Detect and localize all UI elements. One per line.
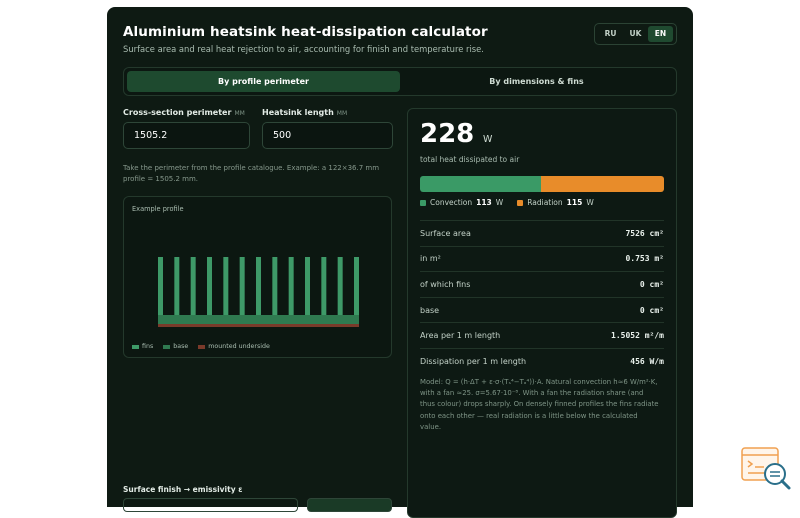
heat-split-bar xyxy=(420,176,664,192)
row-value: 1.5052 m²/m xyxy=(611,331,664,341)
mode-tabs: By profile perimeter By dimensions & fin… xyxy=(123,67,677,96)
convection-legend: Convection 113 W xyxy=(420,198,503,207)
total-heat-value: 228 xyxy=(420,119,475,149)
radiation-legend: Radiation 115 W xyxy=(517,198,594,207)
length-input[interactable]: 500 xyxy=(262,122,393,149)
page-subtitle: Surface area and real heat rejection to … xyxy=(123,44,484,54)
lang-en-button[interactable]: EN xyxy=(648,26,673,42)
row-key: Surface area xyxy=(420,228,471,238)
convection-unit: W xyxy=(495,198,504,207)
perimeter-unit: MM xyxy=(234,110,245,117)
finish-option-button[interactable] xyxy=(307,498,392,512)
row-value: 0 cm² xyxy=(639,279,664,289)
length-label-text: Heatsink length xyxy=(262,108,334,117)
legend-base-label: base xyxy=(173,343,189,350)
row-key: of which fins xyxy=(420,279,471,289)
perimeter-label: Cross-section perimeter MM xyxy=(123,108,245,117)
row-key: base xyxy=(420,305,440,315)
tab-by-dimensions[interactable]: By dimensions & fins xyxy=(489,77,584,86)
row-value: 0.753 m² xyxy=(625,254,664,264)
legend-base: base xyxy=(163,343,188,350)
profile-drawing xyxy=(158,257,359,327)
language-switcher: RU UK EN xyxy=(594,23,677,45)
profile-fin xyxy=(354,257,359,315)
profile-fin xyxy=(256,257,261,315)
profile-preview: Example profile fins base mounted unders… xyxy=(123,196,392,358)
mounted-swatch xyxy=(198,344,206,349)
convection-bar-segment xyxy=(420,176,541,192)
profile-fin xyxy=(158,257,163,315)
profile-fin xyxy=(190,257,196,315)
row-value: 0 cm² xyxy=(639,305,664,315)
radiation-label: Radiation xyxy=(527,198,563,207)
profile-fin xyxy=(321,257,327,315)
result-row-fins: of which fins 0 cm² xyxy=(420,271,664,297)
lang-ru-button[interactable]: RU xyxy=(604,29,617,38)
row-key: Area per 1 m length xyxy=(420,331,501,341)
page-title: Aluminium heatsink heat-dissipation calc… xyxy=(123,24,488,40)
result-row-m2: in m² 0.753 m² xyxy=(420,245,664,272)
perimeter-label-text: Cross-section perimeter xyxy=(123,108,232,117)
profile-title: Example profile xyxy=(132,205,184,213)
legend-fins: fins xyxy=(132,343,153,350)
total-heat-unit: W xyxy=(483,134,493,145)
model-note: Model: Q = (h·ΔT + ε·σ·(Tₛ⁴−Tₐ⁴))·A. Nat… xyxy=(420,378,659,431)
result-row-area-per-m: Area per 1 m length 1.5052 m²/m xyxy=(420,322,664,348)
profile-fin xyxy=(337,257,343,315)
convection-value: 113 xyxy=(476,198,492,207)
profile-fin xyxy=(239,257,245,315)
profile-fin xyxy=(305,257,310,315)
row-key: Dissipation per 1 m length xyxy=(420,356,527,366)
lang-uk-button[interactable]: UK xyxy=(629,29,642,38)
legend-fins-label: fins xyxy=(142,343,154,350)
tab-by-perimeter[interactable]: By profile perimeter xyxy=(127,71,400,92)
results-table: Surface area 7526 cm² in m² 0.753 m² of wh… xyxy=(420,220,664,374)
radiation-unit: W xyxy=(586,198,594,207)
profile-fin xyxy=(207,257,212,315)
legend-mounted: mounted underside xyxy=(198,343,270,350)
row-value: 456 W/m xyxy=(630,356,664,366)
radiation-dot xyxy=(517,199,524,206)
row-value: 7526 cm² xyxy=(625,228,664,238)
help-widget-icon[interactable] xyxy=(740,446,792,492)
legend-mounted-label: mounted underside xyxy=(208,343,270,350)
profile-base xyxy=(158,315,359,324)
length-label: Heatsink length MM xyxy=(262,108,347,117)
result-row-dissipation-per-m: Dissipation per 1 m length 456 W/m xyxy=(420,347,664,374)
profile-fin xyxy=(272,257,278,315)
perimeter-hint: Take the perimeter from the profile cata… xyxy=(123,164,380,183)
radiation-value: 115 xyxy=(566,198,583,207)
profile-mounted-underside xyxy=(158,324,359,327)
result-row-base: base 0 cm² xyxy=(420,296,664,323)
results-card: 228 W total heat dissipated to air Conve… xyxy=(407,108,677,518)
perimeter-input[interactable]: 1505.2 xyxy=(123,122,250,149)
profile-fin xyxy=(223,257,229,315)
calculator-panel: Aluminium heatsink heat-dissipation calc… xyxy=(107,7,693,518)
base-swatch xyxy=(163,344,171,349)
length-unit: MM xyxy=(336,110,348,117)
heat-split-legend: Convection 113 W Radiation 115 W xyxy=(420,198,594,207)
surface-finish-label: Surface finish → emissivity ε xyxy=(123,485,243,494)
finish-select[interactable] xyxy=(123,498,298,512)
profile-fin xyxy=(174,257,180,315)
fins-swatch xyxy=(132,344,139,349)
radiation-bar-segment xyxy=(540,176,664,192)
convection-dot xyxy=(420,199,426,206)
row-key: in m² xyxy=(420,254,441,264)
profile-legend: fins base mounted underside xyxy=(132,343,270,350)
profile-fin xyxy=(288,257,294,315)
total-heat-caption: total heat dissipated to air xyxy=(420,155,520,164)
convection-label: Convection xyxy=(430,198,473,207)
result-row-surface-area: Surface area 7526 cm² xyxy=(420,220,664,246)
